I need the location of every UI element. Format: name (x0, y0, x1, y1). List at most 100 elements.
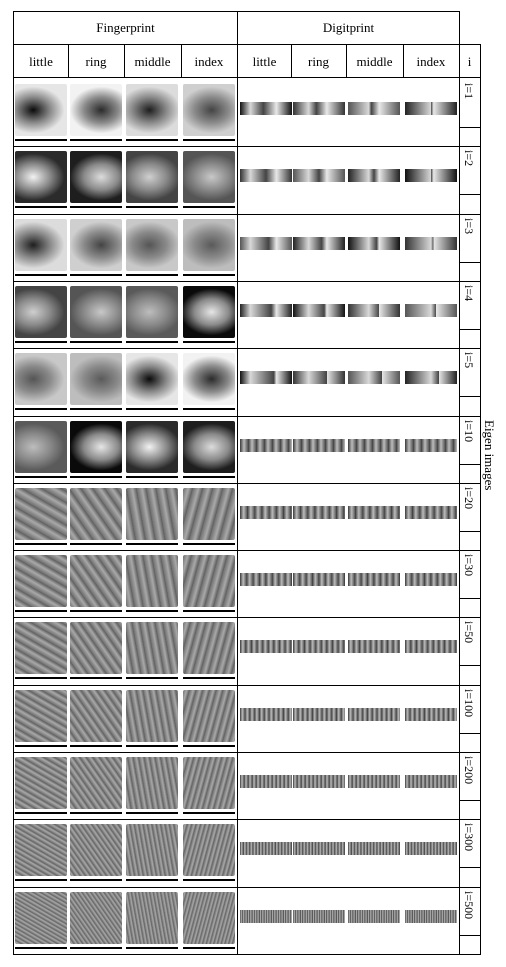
fingerprint-image-underline (126, 476, 178, 478)
index-cell-border (459, 329, 480, 330)
fingerprint-eigen-image (126, 824, 178, 876)
digitprint-eigen-image (405, 371, 457, 384)
digitprint-eigen-image (293, 708, 345, 721)
header-digitprint: Digitprint (322, 20, 375, 35)
fingerprint-eigen-image (70, 622, 122, 674)
digitprint-eigen-image (405, 842, 457, 855)
digitprint-eigen-image (405, 304, 457, 317)
fingerprint-eigen-image (183, 757, 235, 809)
digitprint-eigen-image (405, 102, 457, 115)
index-cell-border (459, 262, 480, 263)
fingerprint-image-underline (70, 947, 122, 949)
fingerprint-eigen-image (70, 286, 122, 338)
row-separator (13, 685, 481, 686)
fingerprint-image-underline (70, 139, 122, 141)
digitprint-eigen-image (405, 910, 457, 923)
digitprint-eigen-image (348, 910, 400, 923)
fingerprint-eigen-image (126, 286, 178, 338)
fingerprint-image-underline (126, 947, 178, 949)
fingerprint-eigen-image (15, 151, 67, 203)
fingerprint-image-underline (183, 139, 235, 141)
row-separator (13, 146, 481, 147)
fingerprint-eigen-image (126, 757, 178, 809)
digitprint-eigen-image (348, 842, 400, 855)
fingerprint-eigen-image (15, 622, 67, 674)
fingerprint-image-underline (126, 139, 178, 141)
row-separator (13, 214, 481, 215)
header-middle-rule (13, 44, 481, 45)
fingerprint-image-underline (70, 341, 122, 343)
fingerprint-eigen-image (183, 421, 235, 473)
row-separator (13, 887, 481, 888)
fingerprint-eigen-image (15, 824, 67, 876)
fingerprint-eigen-image (70, 151, 122, 203)
row-label: i=100 (462, 689, 476, 718)
digitprint-eigen-image (405, 169, 457, 182)
digitprint-eigen-image (240, 910, 292, 923)
fingerprint-eigen-image (70, 219, 122, 271)
fingerprint-image-underline (15, 206, 67, 208)
digitprint-eigen-image (240, 439, 292, 452)
fingerprint-image-underline (183, 677, 235, 679)
digitprint-eigen-image (240, 842, 292, 855)
header-fingerprint: Fingerprint (96, 20, 155, 35)
fingerprint-image-underline (15, 677, 67, 679)
digitprint-eigen-image (348, 506, 400, 519)
outer-bottom-border (13, 954, 481, 955)
fingerprint-eigen-image (70, 757, 122, 809)
fingerprint-eigen-image (183, 622, 235, 674)
col-divider-dp-2 (346, 44, 347, 77)
fingerprint-eigen-image (183, 555, 235, 607)
fingerprint-eigen-image (15, 219, 67, 271)
fingerprint-eigen-image (126, 151, 178, 203)
row-separator (13, 752, 481, 753)
row-separator (13, 348, 481, 349)
digitprint-eigen-image (240, 102, 292, 115)
digitprint-eigen-image (348, 304, 400, 317)
digitprint-eigen-image (240, 573, 292, 586)
fingerprint-image-underline (183, 341, 235, 343)
digitprint-eigen-image (240, 169, 292, 182)
fingerprint-image-underline (183, 543, 235, 545)
index-cell-border (459, 800, 480, 801)
index-cell-border (459, 598, 480, 599)
digitprint-eigen-image (240, 708, 292, 721)
fingerprint-eigen-image (183, 353, 235, 405)
fingerprint-eigen-image (70, 555, 122, 607)
digitprint-eigen-image (293, 237, 345, 250)
fingerprint-image-underline (126, 341, 178, 343)
digitprint-eigen-image (348, 169, 400, 182)
digitprint-eigen-image (348, 708, 400, 721)
fingerprint-eigen-image (70, 84, 122, 136)
col-divider-dp-3 (403, 44, 404, 77)
digitprint-eigen-image (293, 775, 345, 788)
digitprint-eigen-image (348, 102, 400, 115)
fingerprint-image-underline (126, 543, 178, 545)
digitprint-eigen-image (348, 775, 400, 788)
row-label: i=300 (462, 823, 476, 852)
fingerprint-image-underline (126, 677, 178, 679)
fingerprint-image-underline (15, 947, 67, 949)
digitprint-eigen-image (405, 775, 457, 788)
fingerprint-eigen-image (15, 353, 67, 405)
fingerprint-eigen-image (183, 488, 235, 540)
fingerprint-eigen-image (70, 488, 122, 540)
fingerprint-eigen-image (15, 421, 67, 473)
digitprint-eigen-image (240, 304, 292, 317)
row-label: i=50 (462, 621, 476, 644)
fingerprint-image-underline (15, 812, 67, 814)
fingerprint-eigen-image (70, 421, 122, 473)
header-bottom-rule (13, 77, 481, 78)
digitprint-eigen-image (405, 640, 457, 653)
row-separator (13, 550, 481, 551)
outer-top-border (13, 11, 460, 12)
digitprint-eigen-image (293, 371, 345, 384)
row-label: i=10 (462, 420, 476, 443)
row-label: i=2 (462, 150, 476, 167)
fingerprint-eigen-image (126, 622, 178, 674)
fingerprint-image-underline (183, 408, 235, 410)
digitprint-eigen-image (348, 237, 400, 250)
column-header-digitprint-ring: ring (308, 53, 329, 69)
fingerprint-image-underline (126, 879, 178, 881)
index-cell-border (459, 396, 480, 397)
